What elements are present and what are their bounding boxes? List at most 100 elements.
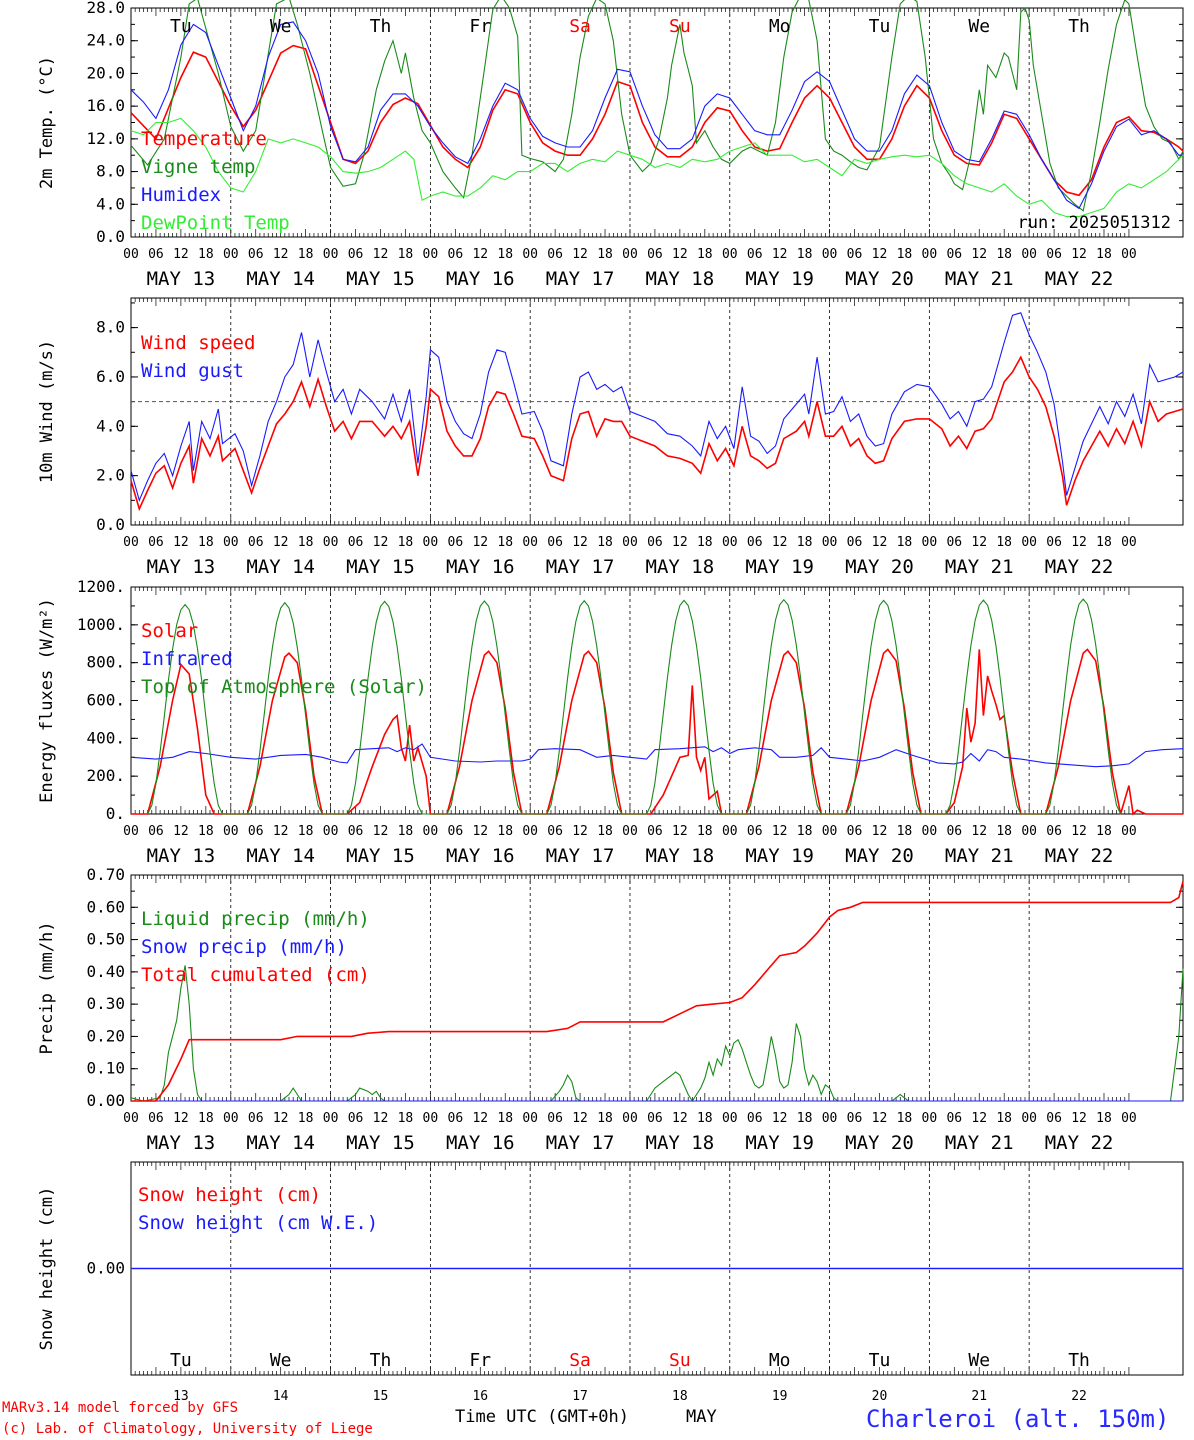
y-tick-label: 0.0	[96, 515, 125, 534]
hour-label: 18	[198, 535, 214, 550]
hour-label: 12	[1071, 824, 1087, 839]
date-label: MAY 20	[845, 1132, 914, 1154]
hour-label: 18	[797, 824, 813, 839]
y-tick-label: 0.00	[86, 1259, 125, 1278]
day-name: Mo	[769, 16, 791, 37]
hour-label: 00	[1121, 247, 1137, 262]
hour-label: 00	[123, 1111, 139, 1126]
hour-label: 18	[198, 824, 214, 839]
date-label: MAY 20	[845, 556, 914, 578]
hour-label: 00	[922, 535, 938, 550]
series-humidex	[130, 21, 1183, 210]
hour-label: 18	[897, 535, 913, 550]
station-label: Charleroi (alt. 150m)	[866, 1405, 1169, 1433]
date-label: MAY 18	[646, 268, 715, 290]
time-axis-title: Time UTC (GMT+0h)	[455, 1407, 629, 1427]
date-label: MAY 15	[346, 845, 415, 867]
hour-label: 00	[922, 824, 938, 839]
hour-label: 12	[1071, 247, 1087, 262]
y-tick-label: 200.	[86, 766, 125, 785]
legend-entry: Wind gust	[141, 360, 244, 382]
hour-label: 06	[148, 1111, 164, 1126]
hour-label: 06	[547, 535, 563, 550]
legend-entry: Top of Atmosphere (Solar)	[141, 676, 427, 698]
hour-label: 12	[373, 824, 389, 839]
hour-label: 06	[946, 247, 962, 262]
panel-frame	[130, 586, 1184, 815]
hour-label: 12	[672, 247, 688, 262]
panel-frame	[130, 7, 1184, 238]
hour-label: 06	[348, 1111, 364, 1126]
hour-label: 12	[273, 247, 289, 262]
hour-label: 06	[847, 1111, 863, 1126]
hour-label: 06	[248, 1111, 264, 1126]
hour-label: 06	[1046, 535, 1062, 550]
hour-label: 00	[922, 247, 938, 262]
date-label: MAY 17	[546, 556, 615, 578]
hour-label: 12	[1071, 535, 1087, 550]
hour-label: 18	[398, 535, 414, 550]
hour-label: 00	[1121, 535, 1137, 550]
hour-label: 06	[148, 535, 164, 550]
legend-entry: Vigne temp	[141, 156, 255, 178]
hour-label: 12	[472, 824, 488, 839]
hour-label: 00	[1121, 824, 1137, 839]
panel-2: 0.0 2.0 4.0 6.0 8.0 10m Wind (m/s) Wind speed W…	[37, 297, 1184, 578]
hour-label: 00	[822, 535, 838, 550]
y-tick-label: 2.0	[96, 466, 125, 485]
day-name: Su	[669, 1350, 691, 1371]
hour-label: 06	[248, 247, 264, 262]
hour-label: 06	[148, 247, 164, 262]
day-name: Th	[370, 16, 392, 37]
hour-label: 00	[123, 247, 139, 262]
y-tick-label: 12.0	[86, 129, 125, 148]
hour-label: 18	[797, 535, 813, 550]
hour-label: 06	[946, 535, 962, 550]
day-name: We	[968, 1350, 990, 1371]
hour-label: 06	[1046, 247, 1062, 262]
hour-label: 00	[822, 824, 838, 839]
date-label: MAY 14	[246, 1132, 315, 1154]
hour-label: 06	[248, 535, 264, 550]
hour-label: 06	[847, 247, 863, 262]
series-dewpoint-temp	[130, 117, 1184, 218]
day-name: Tu	[170, 1350, 192, 1371]
hour-label: 12	[273, 535, 289, 550]
hour-label: 12	[572, 1111, 588, 1126]
hour-label: 12	[173, 535, 189, 550]
day-name: We	[270, 16, 292, 37]
panel-5: 0.00 Snow height (cm) Snow height (cm) Snow…	[37, 1161, 1184, 1404]
hour-label: 12	[1071, 1111, 1087, 1126]
day-number: 20	[872, 1389, 888, 1404]
hour-label: 18	[697, 247, 713, 262]
y-tick-label: 0.50	[86, 930, 125, 949]
hour-label: 00	[522, 824, 538, 839]
hour-label: 00	[1121, 1111, 1137, 1126]
model-credit: MARv3.14 model forced by GFS	[2, 1400, 238, 1416]
hour-label: 18	[497, 247, 513, 262]
legend-entry: Infrared	[141, 648, 233, 670]
hour-label: 18	[897, 247, 913, 262]
date-label: MAY 22	[1045, 556, 1114, 578]
hour-label: 18	[697, 1111, 713, 1126]
hour-label: 06	[747, 247, 763, 262]
day-name: Fr	[469, 1350, 491, 1371]
date-label: MAY 16	[446, 1132, 515, 1154]
hour-label: 12	[373, 247, 389, 262]
hour-label: 00	[323, 1111, 339, 1126]
day-name: Tu	[170, 16, 192, 37]
hour-label: 06	[647, 535, 663, 550]
date-label: MAY 19	[745, 845, 814, 867]
hour-label: 06	[248, 824, 264, 839]
hour-label: 12	[472, 247, 488, 262]
run-label: run: 2025051312	[1017, 213, 1171, 233]
date-label: MAY 19	[745, 268, 814, 290]
date-label: MAY 18	[646, 556, 715, 578]
day-name: Th	[370, 1350, 392, 1371]
hour-label: 00	[1021, 1111, 1037, 1126]
series-wind-speed	[130, 355, 1184, 512]
hour-label: 06	[348, 247, 364, 262]
hour-label: 18	[298, 1111, 314, 1126]
hour-label: 00	[423, 535, 439, 550]
hour-label: 18	[298, 535, 314, 550]
